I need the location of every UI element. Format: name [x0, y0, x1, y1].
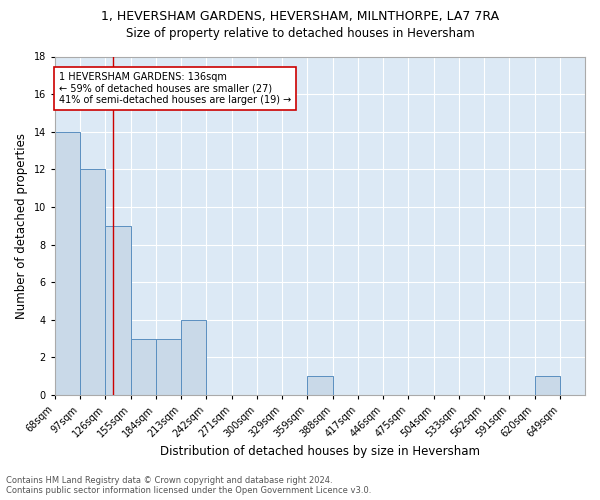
Bar — [181, 320, 206, 395]
Bar — [55, 132, 80, 395]
Bar — [131, 338, 156, 395]
Text: 1, HEVERSHAM GARDENS, HEVERSHAM, MILNTHORPE, LA7 7RA: 1, HEVERSHAM GARDENS, HEVERSHAM, MILNTHO… — [101, 10, 499, 23]
Bar — [307, 376, 332, 395]
Bar — [156, 338, 181, 395]
Y-axis label: Number of detached properties: Number of detached properties — [15, 133, 28, 319]
Text: Contains HM Land Registry data © Crown copyright and database right 2024.
Contai: Contains HM Land Registry data © Crown c… — [6, 476, 371, 495]
X-axis label: Distribution of detached houses by size in Heversham: Distribution of detached houses by size … — [160, 444, 480, 458]
Bar — [80, 170, 106, 395]
Bar — [106, 226, 131, 395]
Text: 1 HEVERSHAM GARDENS: 136sqm
← 59% of detached houses are smaller (27)
41% of sem: 1 HEVERSHAM GARDENS: 136sqm ← 59% of det… — [59, 72, 291, 104]
Text: Size of property relative to detached houses in Heversham: Size of property relative to detached ho… — [125, 28, 475, 40]
Bar — [535, 376, 560, 395]
